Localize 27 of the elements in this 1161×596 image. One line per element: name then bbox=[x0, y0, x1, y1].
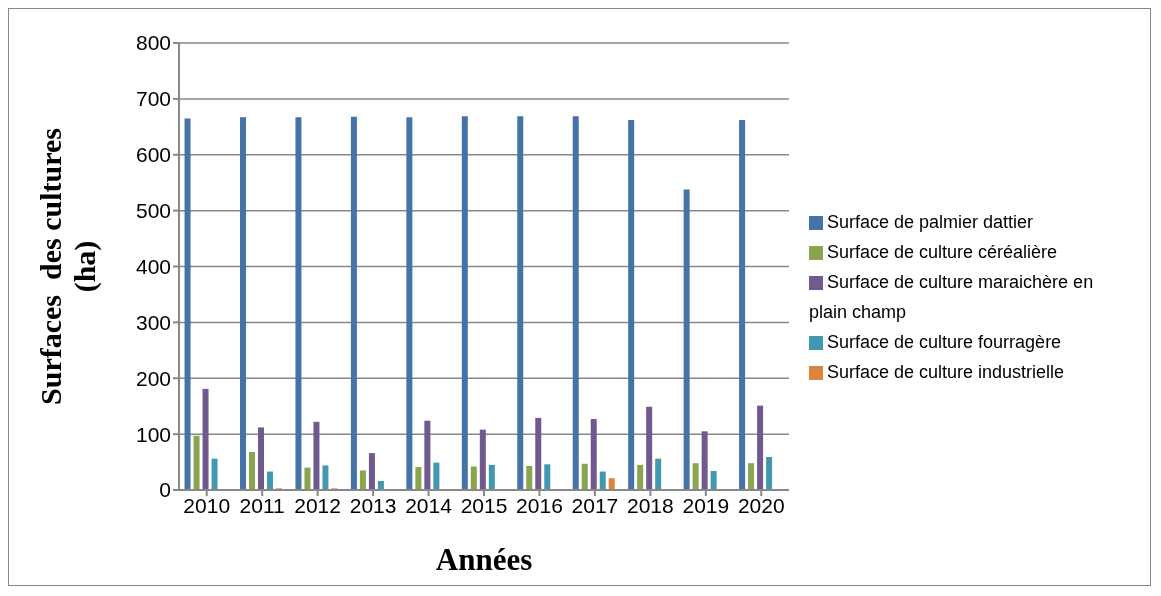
x-tick-label: 2015 bbox=[460, 493, 508, 517]
legend-label: Surface de culture maraichère en plain champ bbox=[809, 271, 1094, 322]
x-tick-label: 2016 bbox=[516, 493, 563, 517]
x-tick-label: 2012 bbox=[294, 493, 341, 517]
y-tick-label: 400 bbox=[135, 254, 171, 278]
x-tick-label: 2020 bbox=[737, 493, 785, 517]
x-tick-label: 2014 bbox=[405, 493, 453, 517]
y-tick-label: 0 bbox=[159, 478, 171, 502]
y-tick-label: 700 bbox=[135, 87, 171, 111]
y-axis-title: Surfaces des cultures (ha) bbox=[34, 128, 102, 405]
y-tick-label: 300 bbox=[135, 310, 171, 334]
y-tick-label: 500 bbox=[135, 199, 171, 223]
y-tick-label: 800 bbox=[135, 31, 171, 55]
legend-label: Surface de palmier dattier bbox=[827, 211, 1034, 232]
x-tick-label: 2017 bbox=[571, 493, 619, 517]
x-tick-label: 2011 bbox=[239, 493, 285, 517]
x-tick-label: 2013 bbox=[349, 493, 397, 517]
legend-label: Surface de culture industrielle bbox=[827, 361, 1065, 382]
y-tick-label: 100 bbox=[135, 422, 171, 446]
x-tick-label: 2019 bbox=[682, 493, 730, 517]
legend-label: Surface de culture céréalière bbox=[827, 241, 1058, 262]
x-tick-label: 2018 bbox=[627, 493, 674, 517]
y-tick-label: 600 bbox=[135, 143, 171, 167]
x-tick-label: 2010 bbox=[183, 493, 231, 517]
y-tick-label: 200 bbox=[135, 366, 171, 390]
x-axis-title: Années bbox=[435, 542, 533, 577]
legend-label: Surface de culture fourragère bbox=[827, 331, 1062, 352]
